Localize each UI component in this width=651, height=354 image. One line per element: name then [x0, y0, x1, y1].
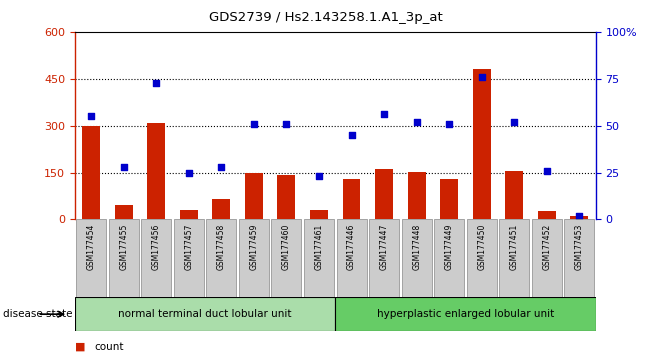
- Text: GSM177453: GSM177453: [575, 223, 584, 270]
- Point: [151, 80, 161, 85]
- Point: [444, 121, 454, 127]
- Bar: [141, 219, 171, 297]
- Bar: [402, 219, 432, 297]
- Text: count: count: [94, 342, 124, 352]
- Text: GSM177454: GSM177454: [87, 223, 96, 270]
- Bar: [82, 126, 100, 219]
- Bar: [337, 219, 367, 297]
- Point: [346, 132, 357, 138]
- Bar: [212, 199, 230, 219]
- Bar: [245, 173, 263, 219]
- Text: GSM177457: GSM177457: [184, 223, 193, 270]
- Text: GSM177455: GSM177455: [119, 223, 128, 270]
- Bar: [271, 219, 301, 297]
- Point: [281, 121, 292, 127]
- Text: GSM177460: GSM177460: [282, 223, 291, 270]
- Text: GSM177447: GSM177447: [380, 223, 389, 270]
- Text: GSM177456: GSM177456: [152, 223, 161, 270]
- Bar: [505, 171, 523, 219]
- Text: hyperplastic enlarged lobular unit: hyperplastic enlarged lobular unit: [377, 309, 554, 319]
- Bar: [369, 219, 399, 297]
- Text: ■: ■: [75, 342, 85, 352]
- Bar: [570, 216, 589, 219]
- Text: disease state: disease state: [3, 309, 73, 319]
- Point: [574, 213, 585, 218]
- Bar: [109, 219, 139, 297]
- Bar: [180, 210, 198, 219]
- Point: [216, 164, 227, 170]
- Bar: [434, 219, 464, 297]
- Bar: [277, 175, 296, 219]
- Point: [86, 113, 96, 119]
- Text: GSM177449: GSM177449: [445, 223, 454, 270]
- Point: [509, 119, 519, 125]
- Text: GSM177448: GSM177448: [412, 223, 421, 270]
- Bar: [564, 219, 594, 297]
- Bar: [342, 179, 361, 219]
- Text: GSM177450: GSM177450: [477, 223, 486, 270]
- Bar: [375, 169, 393, 219]
- Bar: [538, 211, 556, 219]
- Point: [118, 164, 129, 170]
- Text: GDS2739 / Hs2.143258.1.A1_3p_at: GDS2739 / Hs2.143258.1.A1_3p_at: [208, 11, 443, 24]
- Bar: [408, 172, 426, 219]
- Bar: [147, 122, 165, 219]
- Point: [184, 170, 194, 175]
- Text: GSM177446: GSM177446: [347, 223, 356, 270]
- Point: [477, 74, 487, 80]
- Point: [314, 173, 324, 179]
- Bar: [75, 297, 335, 331]
- Bar: [310, 210, 328, 219]
- Point: [542, 168, 552, 173]
- Text: GSM177459: GSM177459: [249, 223, 258, 270]
- Bar: [467, 219, 497, 297]
- Bar: [473, 69, 491, 219]
- Bar: [239, 219, 269, 297]
- Bar: [335, 297, 596, 331]
- Bar: [499, 219, 529, 297]
- Text: GSM177452: GSM177452: [542, 223, 551, 270]
- Bar: [304, 219, 334, 297]
- Bar: [76, 219, 106, 297]
- Text: GSM177451: GSM177451: [510, 223, 519, 270]
- Bar: [206, 219, 236, 297]
- Point: [379, 112, 389, 117]
- Bar: [532, 219, 562, 297]
- Point: [249, 121, 259, 127]
- Text: GSM177458: GSM177458: [217, 223, 226, 270]
- Text: GSM177461: GSM177461: [314, 223, 324, 270]
- Point: [411, 119, 422, 125]
- Bar: [440, 179, 458, 219]
- Bar: [115, 205, 133, 219]
- Text: normal terminal duct lobular unit: normal terminal duct lobular unit: [118, 309, 292, 319]
- Bar: [174, 219, 204, 297]
